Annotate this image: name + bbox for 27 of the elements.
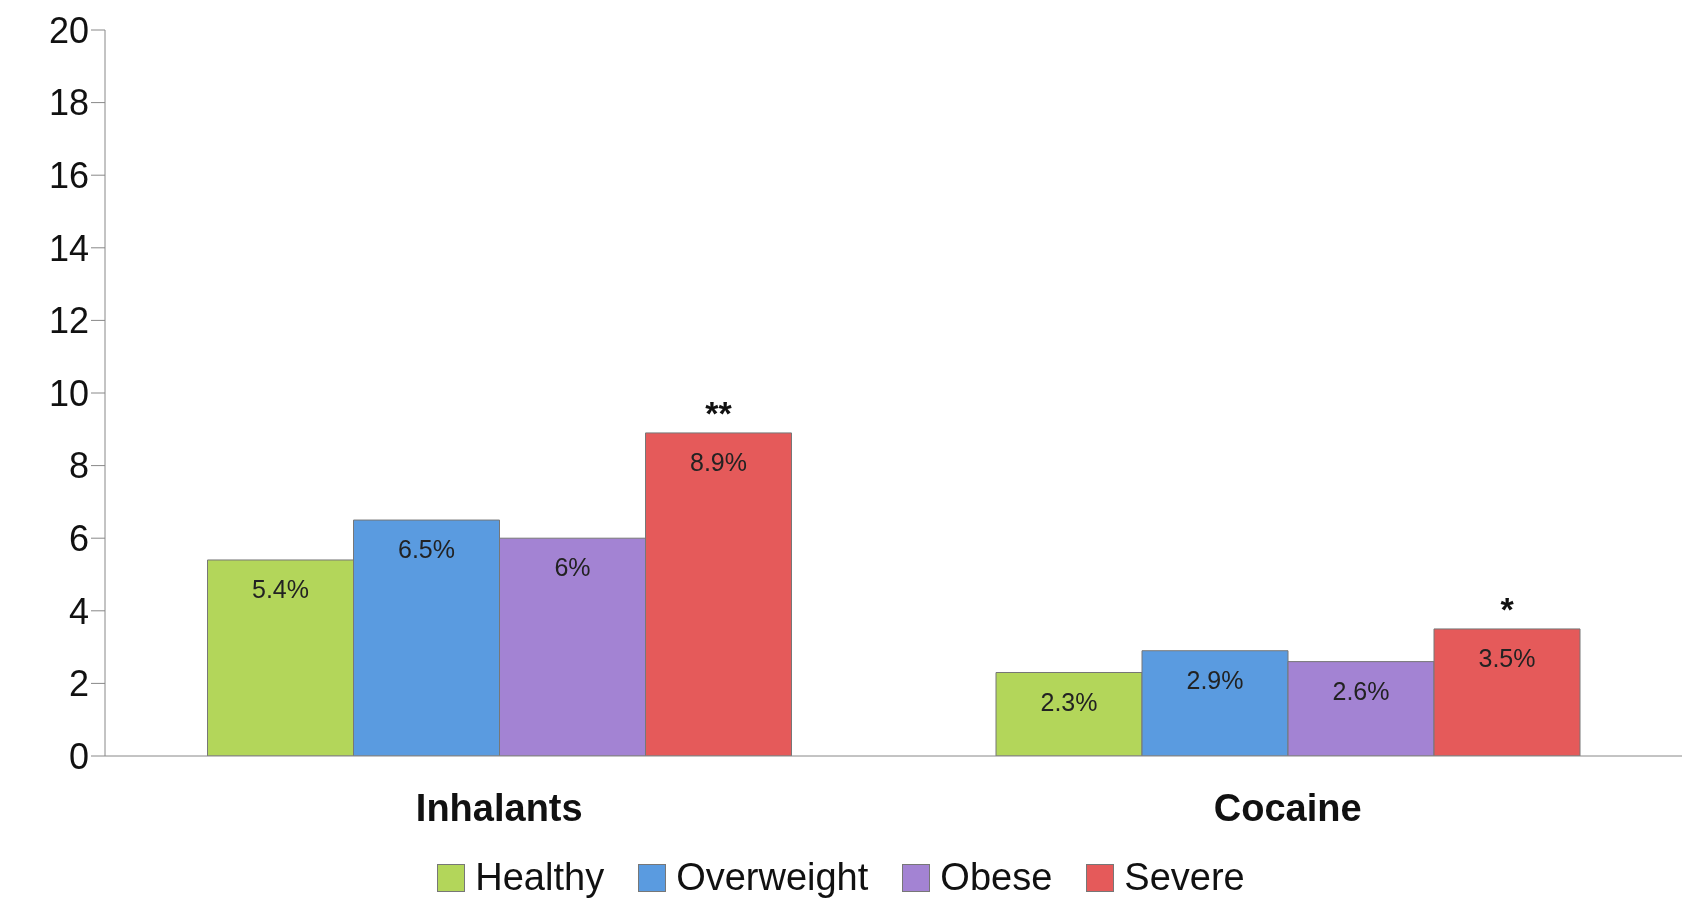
legend-label: Healthy — [474, 856, 605, 899]
data-label: 2.3% — [1040, 687, 1098, 716]
y-tick-label: 0 — [68, 735, 89, 777]
y-tick-label: 6 — [68, 517, 89, 559]
x-tick-label: Inhalants — [415, 786, 583, 829]
annotation: ** — [705, 393, 733, 432]
y-tick-label: 10 — [48, 372, 89, 414]
y-tick-label: 14 — [48, 227, 89, 269]
data-label: 3.5% — [1478, 643, 1536, 672]
data-label: 6% — [554, 553, 591, 582]
y-tick-label: 18 — [48, 82, 89, 124]
legend-label: Obese — [939, 856, 1053, 899]
x-tick-label: Cocaine — [1213, 786, 1362, 829]
annotation: * — [1500, 589, 1515, 628]
y-tick-label: 2 — [68, 663, 89, 705]
data-label: 6.5% — [398, 535, 455, 564]
legend-label: Overweight — [675, 856, 869, 899]
data-label: 5.4% — [252, 574, 309, 603]
y-tick-label: 4 — [68, 590, 89, 632]
y-tick-label: 12 — [48, 300, 89, 342]
y-tick-label: 8 — [68, 445, 89, 487]
data-label: 2.9% — [1186, 665, 1244, 694]
y-tick-label: 20 — [48, 9, 89, 51]
legend-label: Severe — [1123, 856, 1245, 899]
data-label: 8.9% — [690, 447, 747, 476]
y-tick-label: 16 — [48, 154, 89, 196]
data-label: 2.6% — [1332, 676, 1390, 705]
